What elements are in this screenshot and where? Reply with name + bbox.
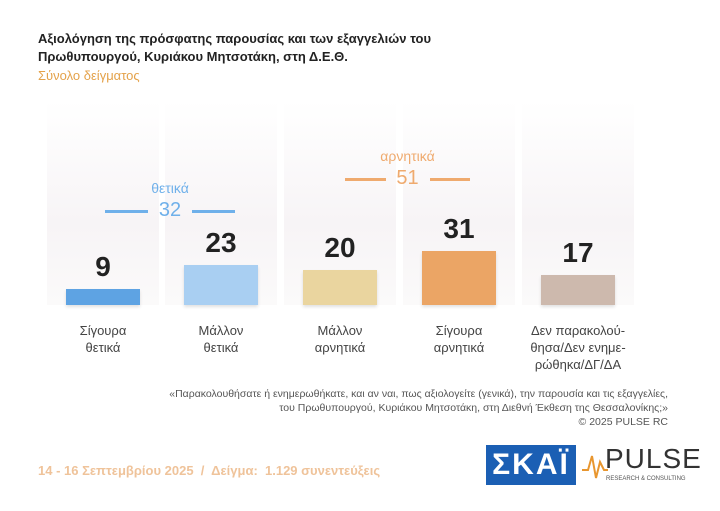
- pulse-tagline: RESEARCH & CONSULTING: [606, 476, 686, 482]
- pulse-wave: [582, 455, 608, 479]
- category-label: Μάλλον θετικά: [198, 323, 244, 355]
- value-label: 20: [324, 232, 356, 263]
- group-bracket: [105, 210, 148, 213]
- value-label: 17: [562, 237, 594, 269]
- group-bracket: [192, 210, 235, 213]
- group-value: 51: [396, 167, 419, 189]
- pulse-logo: PULSE: [605, 443, 702, 474]
- value-label: 9: [95, 251, 111, 283]
- footnote: του Πρωθυπουργού, Κυριάκου Μητσοτάκη, στ…: [279, 402, 668, 414]
- footnote: «Παρακολουθήσατε ή ενημερωθήκατε, και αν…: [169, 388, 668, 400]
- column-background: [47, 100, 159, 305]
- group-bracket: [345, 178, 386, 181]
- category-label: Σίγουρα θετικά: [79, 323, 127, 355]
- bar: [303, 270, 377, 305]
- category-label: Σίγουρα αρνητικά: [433, 323, 485, 355]
- category-label: Μάλλον αρνητικά: [314, 323, 366, 355]
- value-label: 23: [205, 226, 237, 258]
- bar: [184, 264, 258, 305]
- group-label: θετικά: [151, 180, 189, 196]
- bar: [66, 289, 140, 305]
- date-line: 14 - 16 Σεπτεμβρίου 2025 / Δείγμα: 1.129…: [38, 463, 381, 478]
- group-label: αρνητικά: [380, 148, 435, 164]
- column-background: [522, 100, 634, 305]
- value-label: 31: [443, 212, 475, 244]
- bar: [541, 275, 615, 305]
- skai-logo: ΣΚΑΪ: [486, 445, 576, 485]
- subtitle: Σύνολο δείγματος: [38, 68, 140, 83]
- group-bracket: [429, 178, 470, 181]
- title: Αξιολόγηση της πρόσφατης παρουσίας και τ…: [38, 30, 431, 66]
- footnote: © 2025 PULSE RC: [578, 416, 668, 428]
- group-value: 32: [158, 199, 182, 221]
- title-line: Αξιολόγηση της πρόσφατης παρουσίας και τ…: [38, 31, 432, 46]
- category-label: Δεν παρακολού- θησα/Δεν ενημε- ρώθηκα/ΔΓ…: [530, 323, 626, 372]
- title-line: Πρωθυπουργού, Κυριάκου Μητσοτάκη, στη Δ.…: [38, 49, 348, 64]
- bar: [422, 250, 496, 305]
